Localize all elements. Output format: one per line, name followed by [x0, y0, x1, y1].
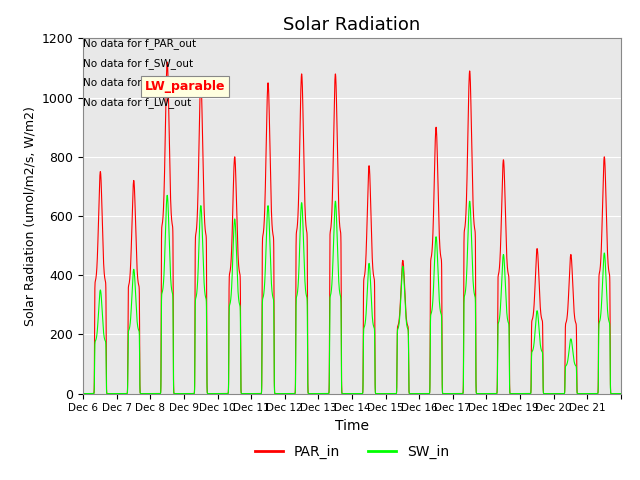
- Y-axis label: Solar Radiation (umol/m2/s, W/m2): Solar Radiation (umol/m2/s, W/m2): [23, 106, 36, 326]
- PAR_in: [163, 59, 171, 65]
- SW_in: [79, 391, 87, 396]
- SW_in: [526, 391, 534, 396]
- Text: No data for f_LW_in: No data for f_LW_in: [83, 77, 184, 88]
- Line: SW_in: SW_in: [83, 195, 621, 394]
- PAR_in: [191, 364, 198, 370]
- SW_in: [540, 391, 547, 396]
- Text: No data for f_SW_out: No data for f_SW_out: [83, 58, 193, 69]
- SW_in: [372, 391, 380, 396]
- Text: No data for f_PAR_out: No data for f_PAR_out: [83, 38, 196, 49]
- Text: No data for f_LW_out: No data for f_LW_out: [83, 97, 191, 108]
- X-axis label: Time: Time: [335, 419, 369, 433]
- PAR_in: [526, 391, 534, 396]
- Text: LW_parable: LW_parable: [145, 80, 225, 93]
- PAR_in: [401, 289, 409, 295]
- SW_in: [500, 252, 508, 257]
- SW_in: [617, 391, 625, 396]
- PAR_in: [617, 391, 625, 396]
- Title: Solar Radiation: Solar Radiation: [284, 16, 420, 34]
- Line: PAR_in: PAR_in: [83, 62, 621, 394]
- Legend: PAR_in, SW_in: PAR_in, SW_in: [250, 440, 454, 465]
- SW_in: [550, 391, 557, 396]
- PAR_in: [79, 391, 87, 396]
- PAR_in: [500, 157, 508, 163]
- SW_in: [401, 291, 408, 297]
- PAR_in: [540, 391, 548, 396]
- SW_in: [163, 192, 171, 198]
- PAR_in: [372, 391, 380, 396]
- PAR_in: [382, 391, 390, 396]
- SW_in: [191, 375, 198, 381]
